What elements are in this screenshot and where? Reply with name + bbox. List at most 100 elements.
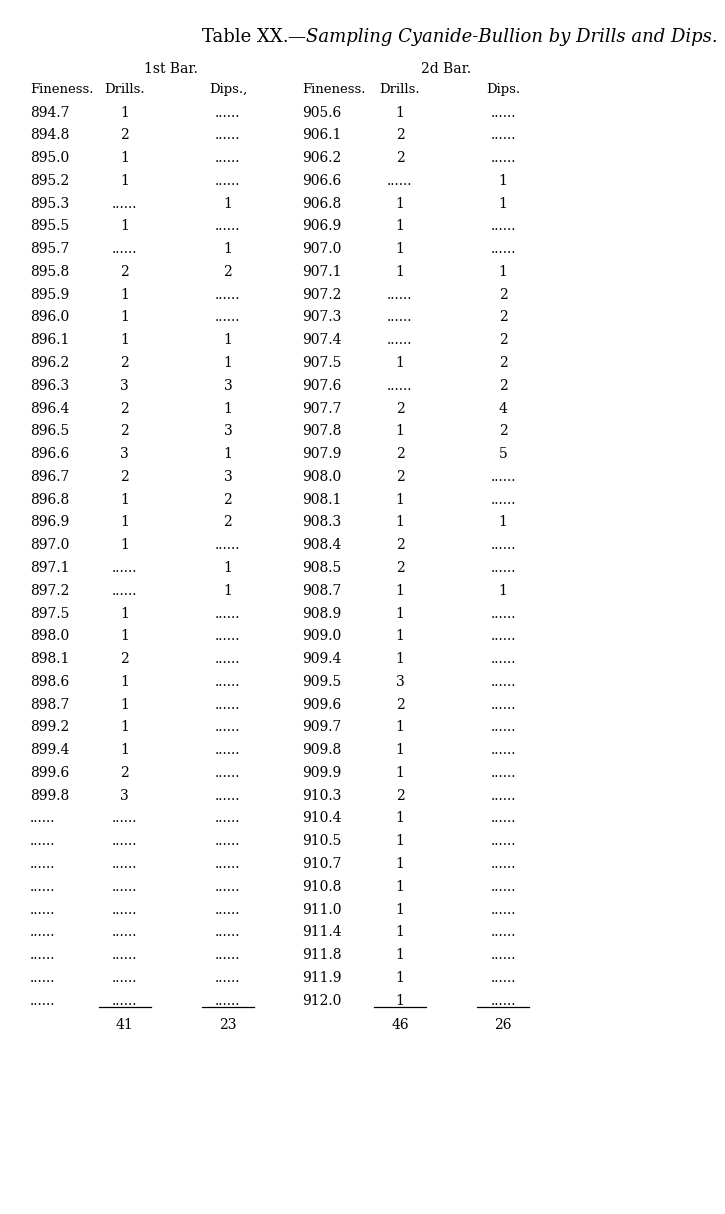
- Text: 1: 1: [396, 220, 405, 233]
- Text: ......: ......: [215, 106, 241, 119]
- Text: 906.2: 906.2: [302, 151, 341, 165]
- Text: ......: ......: [215, 538, 241, 552]
- Text: 1: 1: [120, 334, 129, 347]
- Text: 2: 2: [499, 356, 507, 370]
- Text: ......: ......: [491, 470, 516, 484]
- Text: 907.1: 907.1: [302, 265, 342, 279]
- Text: 1: 1: [396, 242, 405, 256]
- Text: 1: 1: [499, 197, 507, 211]
- Text: 2: 2: [120, 356, 129, 370]
- Text: 1: 1: [223, 356, 233, 370]
- Text: 897.5: 897.5: [30, 607, 70, 620]
- Text: 899.6: 899.6: [30, 766, 70, 779]
- Text: ......: ......: [215, 698, 241, 711]
- Text: 895.3: 895.3: [30, 197, 70, 211]
- Text: 910.7: 910.7: [302, 857, 342, 870]
- Text: ......: ......: [491, 151, 516, 165]
- Text: 1: 1: [396, 265, 405, 279]
- Text: ......: ......: [491, 811, 516, 826]
- Text: 897.0: 897.0: [30, 538, 70, 552]
- Text: 1: 1: [396, 743, 405, 758]
- Text: 896.1: 896.1: [30, 334, 70, 347]
- Text: ......: ......: [30, 880, 56, 894]
- Text: 907.8: 907.8: [302, 425, 342, 438]
- Text: ......: ......: [491, 106, 516, 119]
- Text: ......: ......: [112, 902, 138, 917]
- Text: ......: ......: [112, 834, 138, 849]
- Text: 907.3: 907.3: [302, 311, 342, 324]
- Text: ......: ......: [112, 971, 138, 985]
- Text: 896.3: 896.3: [30, 379, 70, 393]
- Text: 899.2: 899.2: [30, 720, 70, 734]
- Text: 1: 1: [499, 516, 507, 529]
- Text: ......: ......: [387, 174, 413, 188]
- Text: 1: 1: [120, 629, 129, 643]
- Text: 905.6: 905.6: [302, 106, 341, 119]
- Text: 46: 46: [392, 1017, 409, 1032]
- Text: 1: 1: [396, 971, 405, 985]
- Text: 907.6: 907.6: [302, 379, 342, 393]
- Text: 1st Bar.: 1st Bar.: [144, 62, 197, 76]
- Text: 2: 2: [223, 516, 232, 529]
- Text: 1: 1: [396, 425, 405, 438]
- Text: 2: 2: [499, 379, 507, 393]
- Text: ......: ......: [491, 538, 516, 552]
- Text: 1: 1: [223, 402, 233, 415]
- Text: 895.0: 895.0: [30, 151, 70, 165]
- Text: 3: 3: [120, 447, 129, 461]
- Text: 909.9: 909.9: [302, 766, 341, 779]
- Text: ......: ......: [215, 129, 241, 142]
- Text: ......: ......: [215, 993, 241, 1008]
- Text: 2: 2: [396, 402, 405, 415]
- Text: 1: 1: [223, 197, 233, 211]
- Text: 1: 1: [396, 106, 405, 119]
- Text: —Sampling Cyanide-Bullion by Drills and Dips.: —Sampling Cyanide-Bullion by Drills and …: [288, 28, 718, 46]
- Text: 898.6: 898.6: [30, 675, 70, 688]
- Text: 1: 1: [120, 743, 129, 758]
- Text: 896.9: 896.9: [30, 516, 70, 529]
- Text: ......: ......: [215, 971, 241, 985]
- Text: 1: 1: [396, 629, 405, 643]
- Text: 2: 2: [396, 561, 405, 575]
- Text: 1: 1: [499, 584, 507, 597]
- Text: 2: 2: [499, 288, 507, 302]
- Text: 897.2: 897.2: [30, 584, 70, 597]
- Text: ......: ......: [491, 993, 516, 1008]
- Text: 908.3: 908.3: [302, 516, 341, 529]
- Text: Dips.,: Dips.,: [209, 83, 247, 96]
- Text: 896.2: 896.2: [30, 356, 70, 370]
- Text: 898.7: 898.7: [30, 698, 70, 711]
- Text: 3: 3: [223, 379, 232, 393]
- Text: 41: 41: [116, 1017, 133, 1032]
- Text: 895.2: 895.2: [30, 174, 70, 188]
- Text: 1: 1: [396, 584, 405, 597]
- Text: 907.2: 907.2: [302, 288, 342, 302]
- Text: ......: ......: [112, 993, 138, 1008]
- Text: ......: ......: [215, 151, 241, 165]
- Text: 911.4: 911.4: [302, 925, 342, 940]
- Text: 1: 1: [223, 561, 233, 575]
- Text: 1: 1: [120, 516, 129, 529]
- Text: 907.0: 907.0: [302, 242, 342, 256]
- Text: ......: ......: [215, 743, 241, 758]
- Text: 896.6: 896.6: [30, 447, 70, 461]
- Text: 2: 2: [223, 265, 232, 279]
- Text: Fineness.: Fineness.: [302, 83, 366, 96]
- Text: Drills.: Drills.: [380, 83, 420, 96]
- Text: 911.8: 911.8: [302, 948, 342, 961]
- Text: 896.5: 896.5: [30, 425, 70, 438]
- Text: 1: 1: [396, 902, 405, 917]
- Text: 895.8: 895.8: [30, 265, 70, 279]
- Text: ......: ......: [491, 902, 516, 917]
- Text: 1: 1: [223, 334, 233, 347]
- Text: 906.9: 906.9: [302, 220, 341, 233]
- Text: ......: ......: [215, 902, 241, 917]
- Text: 2: 2: [396, 538, 405, 552]
- Text: 1: 1: [396, 880, 405, 894]
- Text: 1: 1: [120, 493, 129, 506]
- Text: 2: 2: [396, 470, 405, 484]
- Text: 910.8: 910.8: [302, 880, 342, 894]
- Text: ......: ......: [215, 811, 241, 826]
- Text: 23: 23: [219, 1017, 236, 1032]
- Text: ......: ......: [215, 880, 241, 894]
